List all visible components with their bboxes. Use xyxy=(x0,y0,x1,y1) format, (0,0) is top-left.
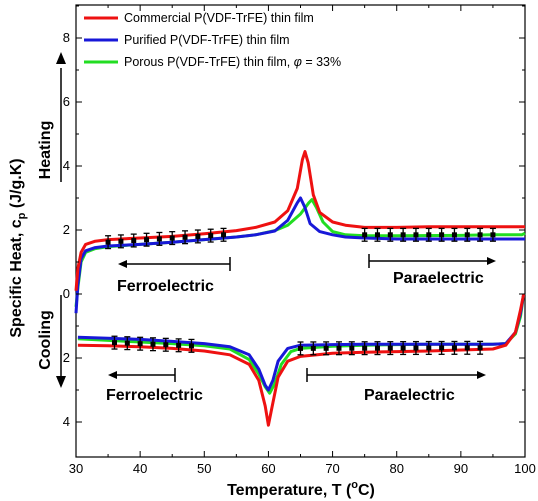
x-tick-label-50: 50 xyxy=(197,461,211,476)
legend-label-porous-main: Porous P(VDF-TrFE) thin film, xyxy=(124,55,294,69)
annotations: Ferroelectric Paraelectric Ferroelectric… xyxy=(106,254,496,404)
arrowhead-heating-ferro-left xyxy=(118,260,127,268)
legend-label-purified: Purified P(VDF-TrFE) thin film xyxy=(124,33,290,47)
series-line-commercial-heating xyxy=(74,150,525,291)
errorbar-cooling-right-marker-0 xyxy=(298,345,303,351)
y-axis-title-sub: p xyxy=(16,212,28,219)
y-tick-label-heating-6: 6 xyxy=(63,94,70,109)
arrowhead-heating-para-right xyxy=(487,257,496,265)
errorbar-heating-right-marker-10 xyxy=(490,232,496,238)
errorbar-cooling-left-marker-0 xyxy=(111,340,117,346)
arrowhead-cooling-para-right xyxy=(477,371,486,379)
errorbar-heating-left-marker-0 xyxy=(105,239,111,245)
arrowhead-heating-up xyxy=(56,52,66,64)
errorbar-cooling-right-marker-6 xyxy=(374,345,380,351)
x-tick-label-100: 100 xyxy=(514,461,536,476)
errorbar-heating-right-marker-2 xyxy=(387,232,393,238)
annotation-cooling-ferroelectric: Ferroelectric xyxy=(106,387,203,404)
x-tick-label-80: 80 xyxy=(389,461,403,476)
errorbar-heating-right-marker-8 xyxy=(464,232,470,238)
errorbar-heating-left-marker-3 xyxy=(144,237,150,243)
y-tick-label-heating-2: 2 xyxy=(63,222,70,237)
x-axis-title-degree: o xyxy=(351,479,358,491)
series-line-commercial-cooling xyxy=(77,293,526,427)
legend-label-porous-value: = 33% xyxy=(302,55,341,69)
errorbar-cooling-left-marker-6 xyxy=(188,343,194,349)
errorbar-heating-right-marker-3 xyxy=(400,232,406,238)
series-line-purified-cooling xyxy=(77,293,526,392)
errorbar-cooling-right-marker-4 xyxy=(349,345,355,351)
side-labels: Heating Cooling xyxy=(37,52,66,388)
errorbar-heating-left-marker-8 xyxy=(208,233,214,239)
y-axis-title: Specific Heat, cp (J/g.K) xyxy=(8,158,28,337)
side-label-cooling: Cooling xyxy=(37,310,54,370)
arrowhead-cooling-ferro-left xyxy=(108,371,117,379)
errorbar-heating-right-marker-7 xyxy=(451,232,457,238)
y-tick-label-heating-4: 4 xyxy=(63,158,70,173)
errorbar-cooling-right-marker-7 xyxy=(387,345,393,351)
side-label-heating: Heating xyxy=(37,121,54,180)
errorbar-heating-left-marker-6 xyxy=(182,234,188,240)
x-axis-title: Temperature, T (oC) xyxy=(227,479,375,499)
errorbar-cooling-left-marker-4 xyxy=(163,342,169,348)
ticks-layer: 30 40 50 60 70 80 90 100 0 2 4 6 8 2 4 xyxy=(63,5,536,476)
errorbar-cooling-right-marker-11 xyxy=(439,345,445,351)
errorbar-heating-right-marker-0 xyxy=(362,232,368,238)
y-tick-label-cooling-4: 4 xyxy=(63,414,70,429)
x-tick-label-90: 90 xyxy=(454,461,468,476)
legend-label-porous: Porous P(VDF-TrFE) thin film, φ = 33% xyxy=(124,55,341,69)
errorbar-cooling-right-marker-9 xyxy=(413,345,419,351)
legend-label-porous-phi: φ xyxy=(294,55,302,69)
errorbar-heating-left-marker-7 xyxy=(195,233,201,239)
errorbar-cooling-right-marker-2 xyxy=(323,345,329,351)
errorbar-cooling-right-marker-3 xyxy=(336,345,342,351)
errorbar-heating-right-marker-9 xyxy=(477,232,483,238)
errorbar-cooling-left-marker-5 xyxy=(176,342,182,348)
errorbar-heating-left-marker-5 xyxy=(169,235,175,241)
errorbar-heating-left-marker-2 xyxy=(131,238,137,244)
x-tick-label-40: 40 xyxy=(133,461,147,476)
errorbar-cooling-left-marker-2 xyxy=(137,341,143,347)
y-axis-title-main: Specific Heat, c xyxy=(8,219,25,337)
annotation-heating-ferroelectric: Ferroelectric xyxy=(117,278,214,295)
y-tick-label-cooling-2: 2 xyxy=(63,350,70,365)
errorbars-layer xyxy=(105,227,496,356)
errorbar-cooling-left-marker-3 xyxy=(150,341,156,347)
x-axis-title-main: Temperature, T ( xyxy=(227,482,352,499)
errorbar-cooling-right-marker-10 xyxy=(426,345,432,351)
errorbar-cooling-right-marker-14 xyxy=(477,345,483,351)
x-tick-label-60: 60 xyxy=(261,461,275,476)
errorbar-cooling-right-marker-1 xyxy=(310,345,316,351)
y-tick-label-heating-8: 8 xyxy=(63,30,70,45)
errorbar-heating-right-marker-5 xyxy=(426,232,432,238)
errorbar-heating-left-marker-1 xyxy=(118,238,124,244)
errorbar-heating-right-marker-1 xyxy=(374,232,380,238)
errorbar-cooling-left-marker-1 xyxy=(124,340,130,346)
errorbar-cooling-right-marker-13 xyxy=(464,345,470,351)
errorbar-heating-right-marker-6 xyxy=(439,232,445,238)
y-axis-title-unit: (J/g.K) xyxy=(8,158,25,212)
errorbar-cooling-right-marker-12 xyxy=(451,345,457,351)
errorbar-cooling-right-marker-8 xyxy=(400,345,406,351)
x-tick-label-70: 70 xyxy=(325,461,339,476)
errorbar-cooling-right-marker-5 xyxy=(362,345,368,351)
x-axis-title-unit: C) xyxy=(358,482,375,499)
errorbar-heating-right-marker-4 xyxy=(413,232,419,238)
series-line-purified-heating xyxy=(74,196,525,314)
errorbar-heating-left-marker-4 xyxy=(156,236,162,242)
annotation-cooling-paraelectric: Paraelectric xyxy=(364,387,455,404)
x-tick-label-30: 30 xyxy=(69,461,83,476)
legend-label-commercial: Commercial P(VDF-TrFE) thin film xyxy=(124,11,314,25)
y-tick-label-heating-0: 0 xyxy=(63,286,70,301)
arrowhead-cooling-down xyxy=(56,376,66,388)
legend: Commercial P(VDF-TrFE) thin film Purifie… xyxy=(84,11,341,69)
errorbar-heating-left-marker-9 xyxy=(221,232,227,238)
annotation-heating-paraelectric: Paraelectric xyxy=(393,270,484,287)
